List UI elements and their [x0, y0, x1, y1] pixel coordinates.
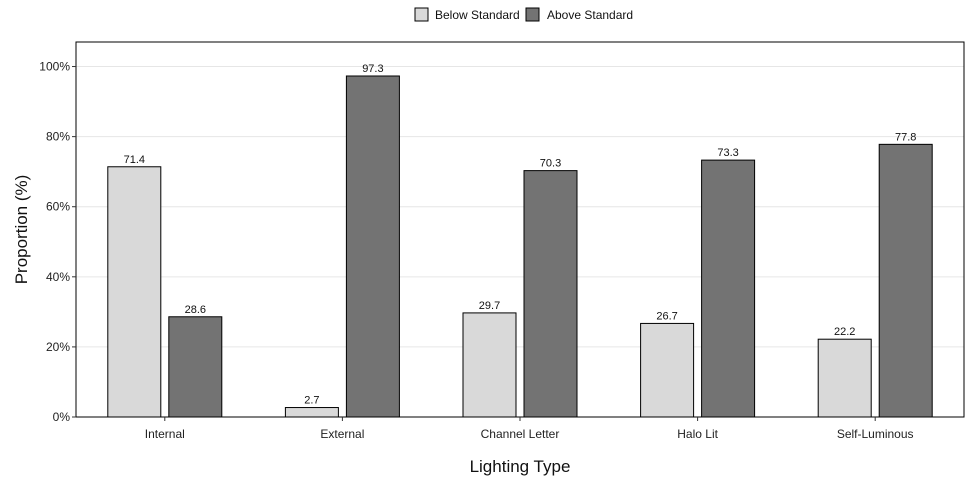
- y-tick-label: 60%: [46, 200, 70, 214]
- x-axis: Internal External Channel Letter Halo Lit Se…: [145, 417, 914, 441]
- bar-value-label: 73.3: [717, 147, 738, 159]
- data-labels: 71.4 28.6 2.7 97.3 29.7 70.3 26.7 73.3 22.2 77.8: [124, 63, 917, 407]
- bar-value-label: 29.7: [479, 300, 500, 312]
- y-tick-label: 80%: [46, 130, 70, 144]
- bar-value-label: 28.6: [185, 304, 206, 316]
- bar-below-standard: [107, 166, 162, 418]
- legend-label: Above Standard: [547, 8, 633, 22]
- bar-value-label: 71.4: [124, 154, 145, 166]
- bar-value-label: 26.7: [656, 310, 677, 322]
- legend-key-above-standard: [525, 7, 540, 22]
- bar-value-label: 22.2: [834, 326, 855, 338]
- y-tick-label: 0%: [53, 410, 71, 424]
- bar-below-standard: [640, 322, 695, 418]
- bar-below-standard: [284, 407, 339, 418]
- x-tick-label: Channel Letter: [481, 427, 560, 441]
- y-tick-label: 100%: [39, 60, 70, 74]
- bar-above-standard: [523, 170, 578, 418]
- legend-label: Below Standard: [435, 8, 520, 22]
- bar-value-label: 77.8: [895, 131, 916, 143]
- bar-above-standard: [878, 143, 933, 418]
- bar-value-label: 97.3: [362, 63, 383, 75]
- y-tick-label: 40%: [46, 270, 70, 284]
- x-tick-label: Self-Luminous: [837, 427, 914, 441]
- bar-above-standard: [701, 159, 756, 418]
- x-tick-label: Internal: [145, 427, 185, 441]
- bar-above-standard: [168, 316, 223, 418]
- legend-key-below-standard: [414, 7, 429, 22]
- bar-value-label: 2.7: [304, 395, 319, 407]
- y-tick-label: 20%: [46, 340, 70, 354]
- bars: [107, 75, 933, 418]
- bar-below-standard: [817, 338, 872, 418]
- y-axis-title: Proportion (%): [12, 175, 31, 285]
- x-tick-label: Halo Lit: [677, 427, 718, 441]
- bar-below-standard: [462, 312, 517, 418]
- legend: Below Standard Above Standard: [414, 7, 633, 22]
- bar-above-standard: [345, 75, 400, 418]
- y-axis: 0% 20% 40% 60% 80% 100%: [39, 60, 76, 424]
- x-axis-title: Lighting Type: [470, 457, 571, 476]
- bar-value-label: 70.3: [540, 158, 561, 170]
- x-tick-label: External: [320, 427, 364, 441]
